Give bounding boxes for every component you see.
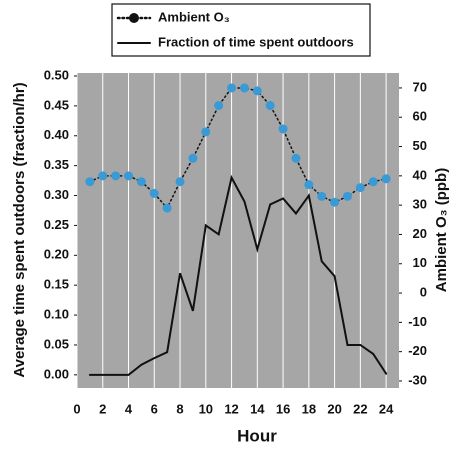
legend-label: Fraction of time spent outdoors bbox=[158, 34, 354, 49]
series-marker bbox=[162, 203, 172, 213]
y2-tick-label: -20 bbox=[408, 343, 427, 358]
series-marker bbox=[85, 177, 95, 187]
series-marker bbox=[330, 197, 340, 207]
series-marker bbox=[175, 177, 185, 187]
y2-axis-label: Ambient O₃ (ppb) bbox=[433, 168, 450, 292]
y2-tick-label: 60 bbox=[413, 109, 427, 124]
series-marker bbox=[149, 188, 159, 198]
y-tick-label: 0.35 bbox=[44, 157, 69, 172]
y2-tick-label: 30 bbox=[413, 197, 427, 212]
x-tick-label: 2 bbox=[99, 401, 106, 416]
y2-tick-label: 20 bbox=[413, 226, 427, 241]
y2-tick-label: 0 bbox=[420, 284, 427, 299]
y-tick-label: 0.20 bbox=[44, 247, 69, 262]
series-marker bbox=[304, 180, 314, 190]
series-line bbox=[88, 174, 388, 376]
series-marker bbox=[98, 171, 108, 181]
legend-label: Ambient O₃ bbox=[158, 9, 230, 24]
series-marker bbox=[111, 171, 121, 181]
y2-tick-label: 10 bbox=[413, 255, 427, 270]
y2-tick-label: 50 bbox=[413, 138, 427, 153]
x-tick-label: 12 bbox=[224, 401, 238, 416]
series-marker bbox=[265, 101, 275, 111]
y-tick-label: 0.10 bbox=[44, 307, 69, 322]
y-tick-label: 0.25 bbox=[44, 217, 69, 232]
series-marker bbox=[201, 127, 211, 137]
plot-background bbox=[77, 73, 399, 388]
series-marker bbox=[381, 174, 391, 184]
legend-marker bbox=[129, 13, 139, 23]
series-marker bbox=[317, 191, 327, 201]
series-marker bbox=[214, 101, 224, 111]
y2-tick-label: 70 bbox=[413, 79, 427, 94]
x-tick-label: 16 bbox=[276, 401, 290, 416]
y-axis-label: Average time spent outdoors (fraction/hr… bbox=[11, 82, 28, 377]
series-marker bbox=[291, 153, 301, 163]
series-marker bbox=[227, 83, 237, 93]
y2-tick-label: -10 bbox=[408, 314, 427, 329]
x-tick-label: 6 bbox=[151, 401, 158, 416]
y-tick-label: 0.15 bbox=[44, 277, 69, 292]
series-marker bbox=[342, 191, 352, 201]
x-tick-label: 18 bbox=[302, 401, 316, 416]
y-tick-label: 0.05 bbox=[44, 336, 69, 351]
y-tick-label: 0.30 bbox=[44, 187, 69, 202]
series-marker bbox=[239, 83, 249, 93]
x-tick-label: 20 bbox=[327, 401, 341, 416]
series-marker bbox=[252, 86, 262, 96]
x-tick-label: 8 bbox=[176, 401, 183, 416]
series-marker bbox=[188, 153, 198, 163]
y2-tick-label: 40 bbox=[413, 167, 427, 182]
series-marker bbox=[124, 171, 134, 181]
y-tick-label: 0.40 bbox=[44, 127, 69, 142]
x-tick-label: 14 bbox=[250, 401, 265, 416]
x-tick-label: 24 bbox=[379, 401, 394, 416]
series-marker bbox=[355, 183, 365, 193]
x-tick-label: 0 bbox=[73, 401, 80, 416]
x-tick-label: 22 bbox=[353, 401, 367, 416]
series-marker bbox=[136, 177, 146, 187]
legend-box bbox=[111, 3, 371, 57]
x-tick-label: 10 bbox=[199, 401, 213, 416]
series-marker bbox=[278, 124, 288, 134]
x-tick-label: 4 bbox=[125, 401, 133, 416]
y2-tick-label: -30 bbox=[408, 372, 427, 387]
x-axis-label: Hour bbox=[237, 426, 277, 445]
y-tick-label: 0.50 bbox=[44, 67, 69, 82]
y-tick-label: 0.45 bbox=[44, 97, 69, 112]
series-marker bbox=[368, 177, 378, 187]
y-tick-label: 0.00 bbox=[44, 366, 69, 381]
